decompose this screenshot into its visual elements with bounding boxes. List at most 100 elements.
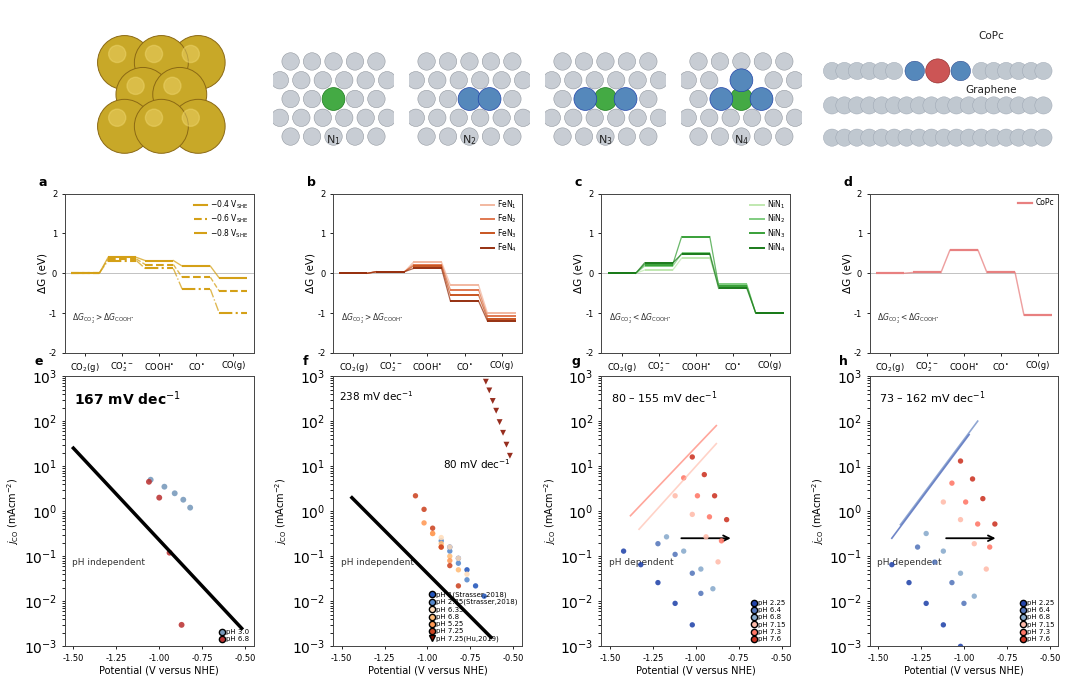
Circle shape	[271, 109, 288, 126]
Circle shape	[607, 109, 625, 126]
Circle shape	[450, 72, 468, 89]
Circle shape	[998, 129, 1015, 146]
Point	[918, 528, 935, 539]
Circle shape	[897, 129, 915, 146]
Text: pH independent: pH independent	[340, 558, 414, 567]
Point	[666, 490, 684, 501]
Circle shape	[786, 72, 804, 89]
Circle shape	[303, 128, 321, 145]
Point	[150, 492, 167, 503]
Point	[981, 541, 998, 553]
Circle shape	[765, 72, 782, 89]
Circle shape	[171, 99, 225, 154]
Point	[156, 481, 173, 492]
X-axis label: Potential (V versus NHE): Potential (V versus NHE)	[904, 666, 1024, 676]
Point	[475, 591, 492, 602]
Y-axis label: ΔG (eV): ΔG (eV)	[38, 253, 48, 293]
Circle shape	[897, 97, 915, 114]
Point	[175, 494, 192, 505]
Circle shape	[730, 69, 753, 92]
Circle shape	[679, 72, 697, 89]
Circle shape	[429, 109, 446, 126]
Circle shape	[367, 128, 386, 145]
Circle shape	[823, 97, 840, 114]
Point	[684, 452, 701, 463]
Point	[495, 427, 512, 439]
Circle shape	[461, 128, 478, 145]
Circle shape	[586, 72, 604, 89]
Circle shape	[134, 99, 188, 154]
Point	[161, 547, 178, 558]
Circle shape	[314, 109, 332, 126]
Text: 80 mV dec$^{-1}$: 80 mV dec$^{-1}$	[443, 457, 511, 471]
Point	[675, 473, 692, 484]
Circle shape	[565, 109, 582, 126]
Point	[491, 416, 509, 427]
Circle shape	[1035, 63, 1052, 79]
Point	[675, 546, 692, 557]
Point	[713, 535, 730, 546]
Circle shape	[923, 129, 940, 146]
Point	[986, 518, 1003, 530]
Legend: pH 3.0, pH 6.8: pH 3.0, pH 6.8	[220, 628, 251, 643]
Point	[943, 477, 960, 489]
Point	[143, 474, 160, 485]
Circle shape	[618, 53, 636, 70]
Text: $\Delta G_{\mathrm{CO}_2^{\bullet}} > \Delta G_{\mathrm{COOH}^{\bullet}}$: $\Delta G_{\mathrm{CO}_2^{\bullet}} > \D…	[340, 312, 403, 326]
Point	[484, 395, 501, 407]
Circle shape	[282, 53, 299, 70]
Circle shape	[597, 128, 615, 145]
Text: 80 – 155 mV dec$^{-1}$: 80 – 155 mV dec$^{-1}$	[610, 390, 717, 406]
Text: 238 mV dec$^{-1}$: 238 mV dec$^{-1}$	[339, 390, 414, 403]
Circle shape	[440, 90, 457, 108]
Point	[966, 591, 983, 602]
Circle shape	[639, 90, 657, 108]
Point	[918, 598, 935, 609]
Circle shape	[873, 97, 890, 114]
Circle shape	[109, 45, 125, 63]
Point	[632, 559, 649, 570]
Circle shape	[765, 109, 782, 126]
Circle shape	[873, 129, 890, 146]
Point	[698, 531, 715, 542]
Circle shape	[618, 128, 636, 145]
Circle shape	[948, 129, 966, 146]
Point	[718, 514, 735, 525]
Circle shape	[629, 109, 646, 126]
Text: a: a	[39, 176, 46, 189]
Point	[956, 598, 973, 609]
Point	[951, 455, 969, 466]
Y-axis label: $j_\mathrm{CO}$ (mAcm$^{-2}$): $j_\mathrm{CO}$ (mAcm$^{-2}$)	[273, 477, 289, 545]
Point	[966, 538, 983, 549]
Point	[501, 450, 518, 461]
Circle shape	[679, 109, 697, 126]
Circle shape	[503, 128, 522, 145]
Point	[449, 553, 467, 564]
Text: Graphene: Graphene	[966, 85, 1016, 95]
Point	[934, 496, 951, 507]
Circle shape	[543, 109, 561, 126]
Point	[481, 385, 498, 396]
Y-axis label: $j_\mathrm{CO}$ (mAcm$^{-2}$): $j_\mathrm{CO}$ (mAcm$^{-2}$)	[542, 477, 557, 545]
Point	[173, 619, 190, 630]
Circle shape	[418, 128, 435, 145]
Circle shape	[732, 128, 751, 145]
Point	[441, 541, 458, 553]
Text: 167 mV dec$^{-1}$: 167 mV dec$^{-1}$	[75, 390, 181, 408]
Circle shape	[1023, 97, 1040, 114]
Point	[692, 588, 710, 599]
Circle shape	[751, 88, 773, 111]
Point	[467, 580, 484, 591]
Point	[424, 528, 442, 539]
Circle shape	[615, 88, 637, 111]
Circle shape	[429, 72, 446, 89]
Point	[943, 577, 960, 588]
Point	[441, 541, 458, 553]
Circle shape	[775, 90, 793, 108]
Circle shape	[690, 128, 707, 145]
Text: N$_2$: N$_2$	[462, 133, 476, 147]
Point	[441, 546, 458, 557]
Circle shape	[730, 88, 753, 111]
Circle shape	[910, 129, 928, 146]
Legend: FeN$_1$, FeN$_2$, FeN$_3$, FeN$_4$: FeN$_1$, FeN$_2$, FeN$_3$, FeN$_4$	[480, 197, 518, 254]
